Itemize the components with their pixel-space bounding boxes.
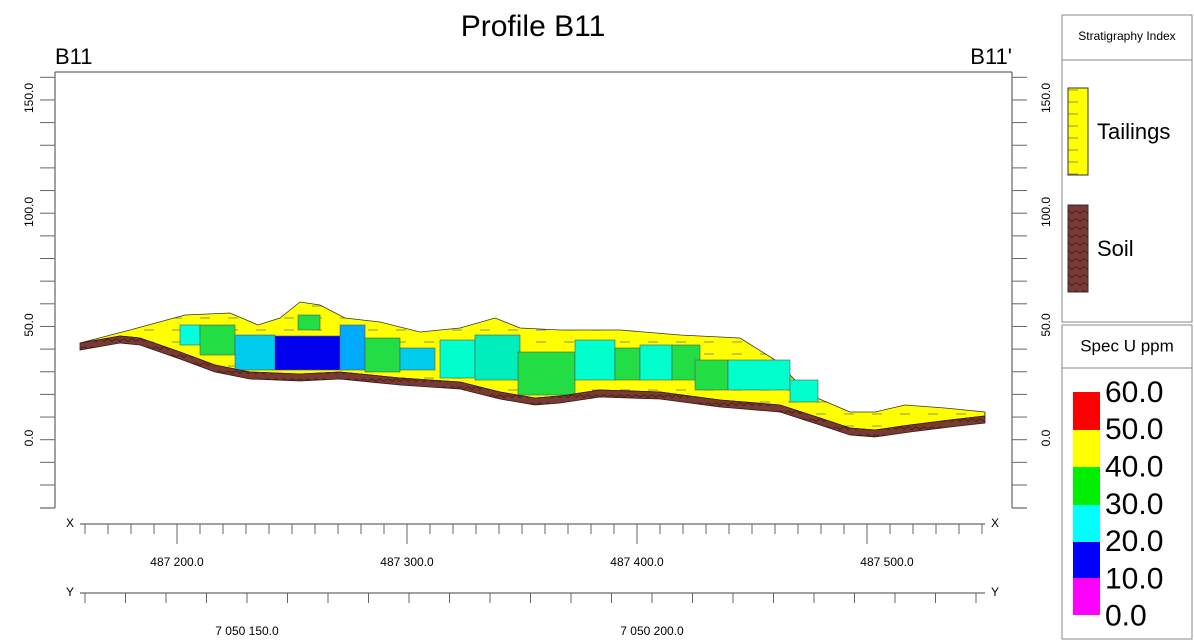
cross-section (79, 301, 986, 438)
title: Profile B11 (461, 10, 606, 43)
soil-swatch (1067, 204, 1089, 293)
y-axis-label: Y (66, 585, 74, 599)
y-axis-label: Y (991, 585, 999, 599)
soil (79, 335, 986, 438)
legend-panel: Stratigraphy Index Tailings Soil Spec U … (1061, 14, 1193, 640)
tailings-swatch (1067, 87, 1089, 176)
elevation-minor-ticks (40, 76, 1027, 486)
y-tick-label: 7 050 150.0 (215, 624, 279, 638)
x-axis-label: X (66, 516, 74, 530)
y-tick-label: 7 050 200.0 (620, 624, 684, 638)
section-start: B11 (55, 44, 93, 69)
x-axis: X X 487 200.0 487 300.0 487 400.0 487 50… (66, 516, 999, 569)
elevation-label: 150.0 (22, 83, 36, 113)
elevation-label: 0.0 (1039, 429, 1053, 446)
grade-legend-label: 10.0 (1105, 562, 1163, 595)
elevation-label: 0.0 (22, 429, 36, 446)
y-axis: Y Y 7 050 150.0 7 050 200.0 (66, 585, 999, 638)
elevation-label: 50.0 (1039, 313, 1053, 337)
strat-legend-title: Stratigraphy Index (1078, 29, 1175, 43)
x-tick-label: 487 300.0 (380, 555, 434, 569)
grade-legend-label: 60.0 (1105, 376, 1163, 409)
elevation-labels: 150.0 100.0 50.0 0.0 150.0 100.0 50.0 0.… (22, 83, 1053, 447)
x-tick-label: 487 400.0 (610, 555, 664, 569)
grade-blocks (179, 314, 819, 403)
grade-legend-label: 0.0 (1105, 600, 1147, 633)
elevation-label: 150.0 (1039, 83, 1053, 113)
elevation-label: 50.0 (22, 313, 36, 337)
grade-legend-label: 50.0 (1105, 413, 1163, 446)
strat-legend-item: Soil (1097, 236, 1134, 261)
frame (40, 71, 1027, 509)
elevation-label: 100.0 (1039, 197, 1053, 227)
grade-legend-label: 40.0 (1105, 451, 1163, 484)
x-tick-label: 487 200.0 (150, 555, 204, 569)
grade-legend-label: 20.0 (1105, 525, 1163, 558)
section-end: B11' (970, 44, 1012, 69)
x-axis-label: X (991, 516, 999, 530)
grade-legend-label: 30.0 (1105, 488, 1163, 521)
x-tick-label: 487 500.0 (860, 555, 914, 569)
strat-legend-item: Tailings (1097, 119, 1170, 144)
elevation-label: 100.0 (22, 197, 36, 227)
grade-legend-title: Spec U ppm (1080, 336, 1174, 355)
